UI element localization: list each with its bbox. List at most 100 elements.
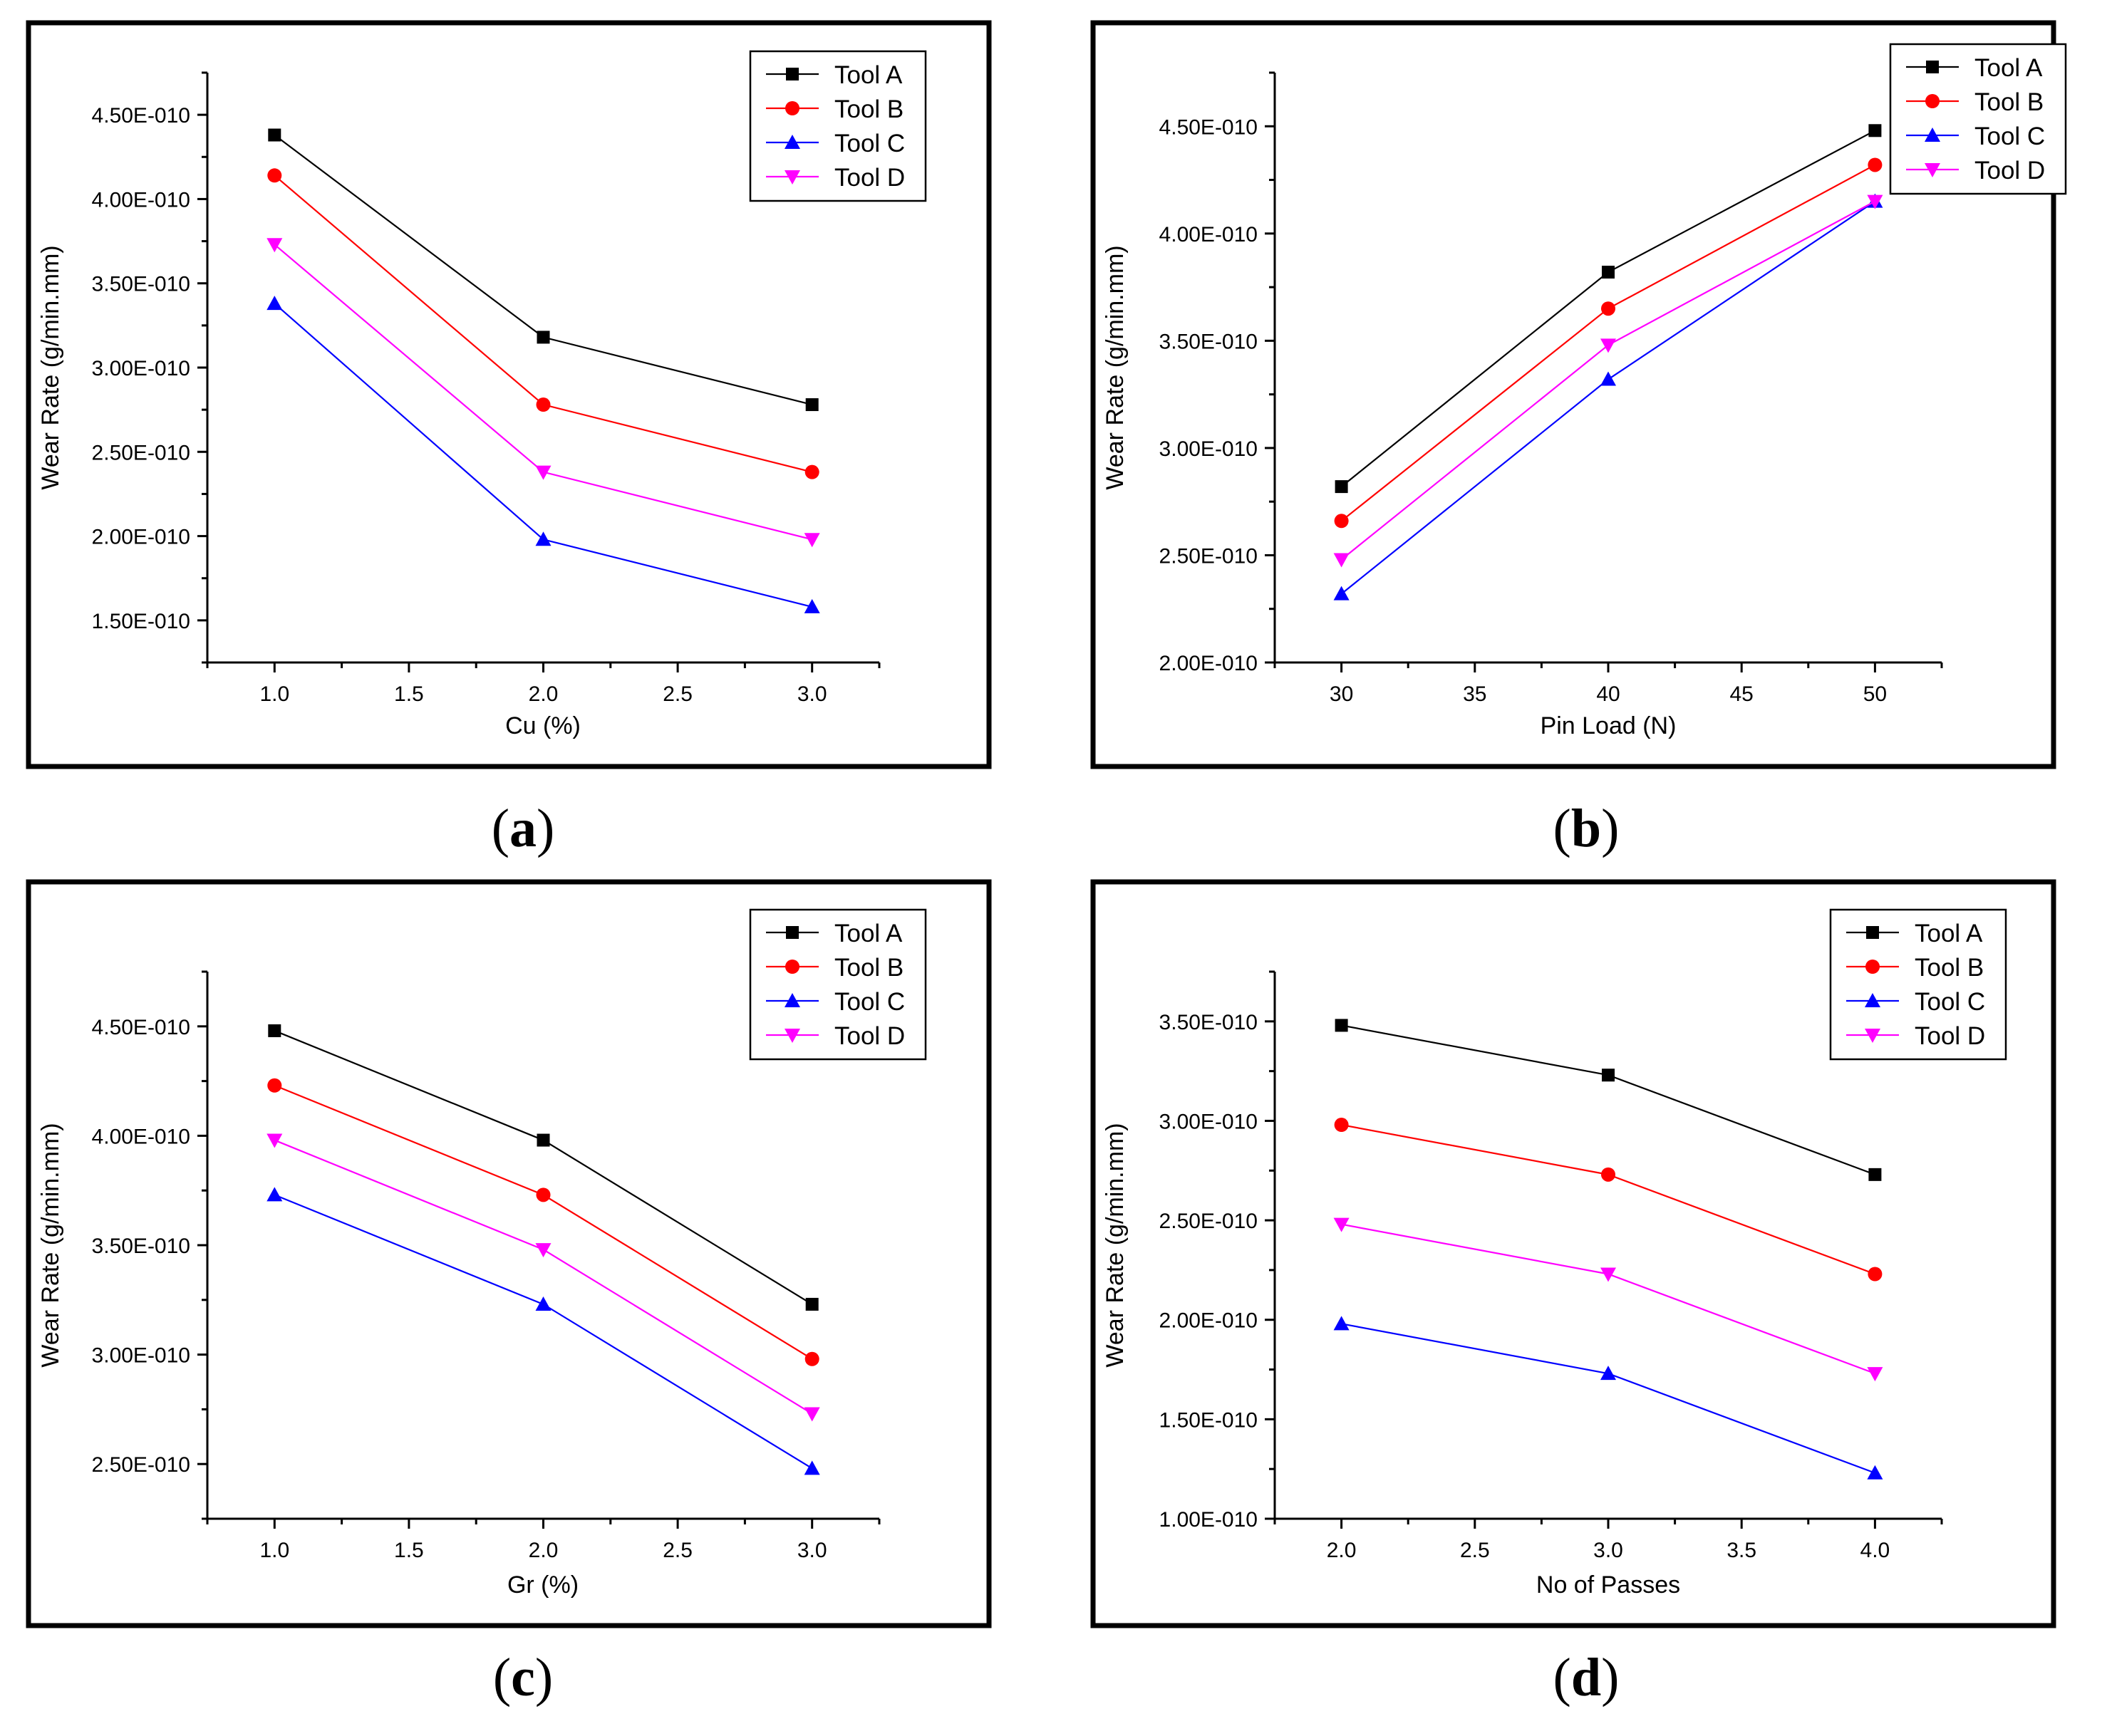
legend-marker <box>1865 993 1880 1007</box>
panel-frame <box>26 879 992 1628</box>
data-point <box>1333 586 1350 601</box>
data-point <box>266 238 283 253</box>
series-line-tool-d <box>274 244 812 541</box>
data-point <box>267 168 282 183</box>
legend-marker <box>786 68 799 80</box>
legend-marker <box>1866 926 1879 939</box>
y-tick-label: 2.50E-010 <box>92 1453 190 1477</box>
legend-marker <box>1865 1029 1880 1043</box>
chart-panel-b: 2.00E-010 2.50E-010 3.00E-010 3.50E-010 4.00… <box>1090 20 2067 769</box>
y-tick-label: 1.50E-010 <box>1159 1408 1258 1432</box>
y-tick-label: 4.00E-010 <box>1159 223 1258 246</box>
y-tick-label: 3.00E-010 <box>1159 1110 1258 1133</box>
data-point <box>1600 1267 1616 1282</box>
panel-label-close: ) <box>1601 1648 1619 1708</box>
panel-label-close: ) <box>537 799 554 858</box>
legend-marker <box>1865 960 1880 974</box>
data-point <box>535 1296 552 1311</box>
y-tick-label: 4.00E-010 <box>92 188 190 212</box>
y-tick-label: 3.50E-010 <box>92 273 190 296</box>
data-point <box>1601 1167 1615 1182</box>
legend-label: Tool A <box>834 920 903 947</box>
data-point <box>1333 1217 1350 1232</box>
legend-label: Tool D <box>1974 157 2045 184</box>
x-tick-label: 2.5 <box>663 682 693 706</box>
series-line-tool-a <box>274 1029 813 1305</box>
data-point <box>1600 371 1616 386</box>
data-point <box>537 331 550 344</box>
data-point <box>1334 514 1349 529</box>
y-tick-label: 2.50E-010 <box>92 441 190 464</box>
legend-marker <box>1925 94 1940 108</box>
series-line-tool-c <box>274 303 812 608</box>
series-line-tool-b <box>274 1084 813 1360</box>
data-point <box>804 1351 819 1366</box>
y-axis-title: Wear Rate (g/min.mm) <box>1102 1123 1129 1367</box>
data-point <box>535 465 552 480</box>
x-tick-label: 2.0 <box>1327 1539 1357 1562</box>
data-point <box>536 1187 551 1202</box>
legend-label: Tool D <box>1915 1022 1985 1050</box>
y-tick-label: 4.00E-010 <box>92 1125 190 1148</box>
data-point <box>804 1407 820 1422</box>
y-tick-label: 3.00E-010 <box>92 357 190 380</box>
data-point <box>1867 1465 1883 1480</box>
data-point <box>1600 1366 1616 1381</box>
data-point <box>1602 266 1615 279</box>
data-point <box>1602 1069 1615 1082</box>
panel-frame <box>1090 20 2056 769</box>
legend-label: Tool B <box>1974 88 2044 116</box>
panel-label-letter: a <box>509 799 537 858</box>
legend-marker <box>785 135 800 149</box>
panel-label-letter: d <box>1571 1648 1601 1708</box>
legend-label: Tool A <box>1915 920 1983 947</box>
y-tick-label: 2.50E-010 <box>1159 1210 1258 1233</box>
legend-label: Tool C <box>834 130 905 157</box>
data-point <box>535 531 552 546</box>
legend-marker <box>1925 128 1940 142</box>
data-point <box>1868 1267 1883 1282</box>
y-tick-label: 1.50E-010 <box>92 610 190 633</box>
y-tick-label: 2.00E-010 <box>1159 652 1258 675</box>
x-axis-title: Gr (%) <box>507 1571 579 1599</box>
legend-marker <box>785 960 799 974</box>
y-axis-title: Wear Rate (g/min.mm) <box>1102 245 1129 489</box>
x-tick-label: 2.5 <box>1460 1539 1490 1562</box>
data-point <box>268 1024 281 1037</box>
legend-marker <box>785 1029 800 1043</box>
data-point <box>266 1187 283 1202</box>
panel-frame <box>1090 879 2056 1628</box>
data-point <box>804 533 820 548</box>
data-point <box>1335 480 1348 494</box>
x-tick-label: 2.0 <box>529 1539 559 1562</box>
data-point <box>1868 124 1882 137</box>
x-axis-title: Cu (%) <box>505 712 581 739</box>
data-point <box>805 398 819 412</box>
x-axis-title: No of Passes <box>1536 1571 1680 1599</box>
y-tick-label: 3.00E-010 <box>92 1344 190 1368</box>
series-line-tool-b <box>1341 1123 1875 1275</box>
data-point <box>1868 1168 1882 1181</box>
panel-label-d: (d) <box>1553 1648 1620 1708</box>
data-point <box>804 1460 820 1475</box>
series-line-tool-d <box>1341 1223 1875 1375</box>
data-point <box>1333 1316 1350 1331</box>
y-tick-label: 2.00E-010 <box>92 526 190 549</box>
x-tick-label: 1.0 <box>259 1539 289 1562</box>
series-line-tool-a <box>274 134 812 406</box>
y-tick-label: 4.50E-010 <box>92 104 190 128</box>
data-point <box>805 1297 819 1311</box>
legend-label: Tool C <box>1974 123 2045 150</box>
chart-panel-c: 2.50E-010 3.00E-010 3.50E-010 4.00E-010 4.50… <box>26 879 992 1628</box>
y-axis-title: Wear Rate (g/min.mm) <box>37 245 64 489</box>
series-line-tool-d <box>274 1139 813 1415</box>
legend-marker <box>785 170 800 184</box>
legend-label: Tool B <box>834 954 904 982</box>
panel-label-b: (b) <box>1553 799 1620 858</box>
y-tick-label: 3.50E-010 <box>1159 330 1258 353</box>
series-line-tool-a <box>1341 1024 1875 1175</box>
panel-label-open: ( <box>1553 799 1571 858</box>
x-tick-label: 4.0 <box>1860 1539 1890 1562</box>
x-axis-title: Pin Load (N) <box>1541 712 1677 739</box>
chart-panel-d: 1.00E-010 1.50E-010 2.00E-010 2.50E-010 3.00… <box>1090 879 2056 1628</box>
